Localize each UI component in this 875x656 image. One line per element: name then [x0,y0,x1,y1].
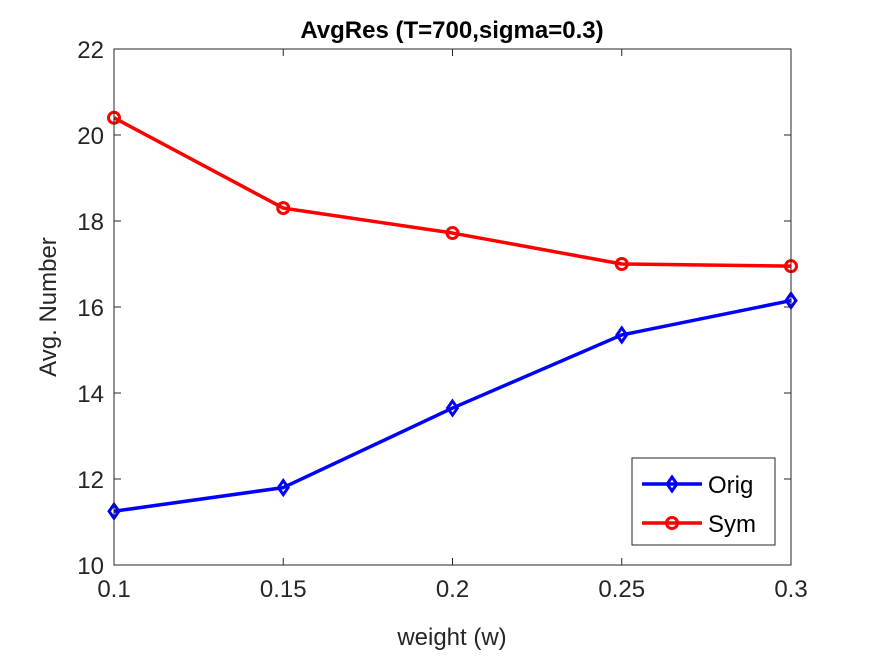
legend-marker [665,516,679,530]
data-point [276,201,291,216]
legend-entry-orig: Orig [642,472,753,499]
legend-box [631,457,776,546]
data-point [276,477,290,498]
legend-label: Sym [708,511,756,538]
legend: Orig Sym [631,457,776,546]
data-point [445,398,460,418]
series-line [113,298,792,513]
tick-labels: 0.1 0.15 0.2 0.25 0.3 10 12 14 16 18 20 22 [77,37,807,603]
legend-entry-sym: Sym [642,511,756,538]
chart-title: AvgRes (T=700,sigma=0.3) [300,17,603,44]
y-axis-label: Avg. Number [35,237,62,377]
x-tick-label: 0.3 [774,576,807,603]
y-tick-label: 10 [77,553,104,580]
legend-marker [665,474,679,494]
y-tick-label: 12 [77,467,104,494]
y-tick-label: 22 [77,37,104,64]
legend-label: Orig [708,472,753,499]
x-tick-label: 0.15 [260,576,307,603]
data-point [615,325,629,345]
x-tick-label: 0.2 [436,576,469,603]
series-orig [107,290,798,521]
data-point [614,257,629,271]
y-tick-label: 16 [77,295,104,322]
y-tick-label: 14 [77,381,104,408]
y-tick-label: 20 [77,123,104,150]
data-point [445,226,460,241]
y-tick-label: 18 [77,209,104,236]
x-axis-label: weight (w) [396,624,506,651]
x-tick-label: 0.25 [598,576,645,603]
plot-box [113,48,792,566]
x-tick-label: 0.1 [97,576,130,603]
series-line [113,116,792,268]
